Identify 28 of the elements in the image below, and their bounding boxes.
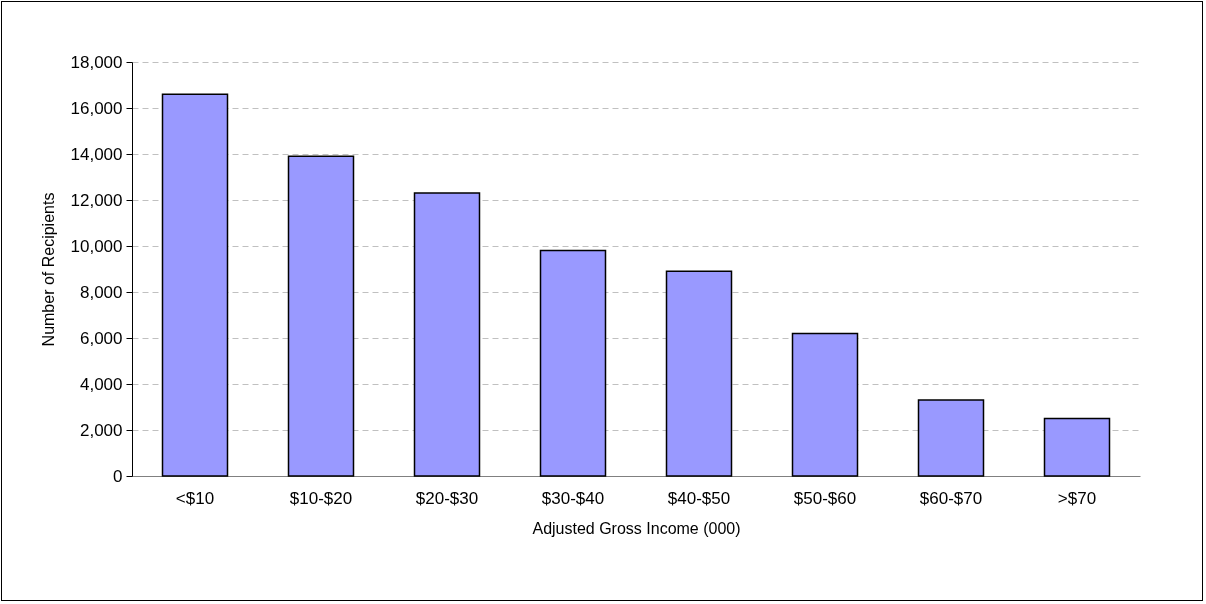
bar (665, 270, 733, 477)
bar (539, 249, 607, 477)
y-tick-label: 8,000 (79, 282, 123, 302)
bar (791, 332, 859, 477)
y-tick-label: 0 (113, 466, 123, 486)
bar (287, 155, 355, 477)
x-tick-label: $60-$70 (919, 488, 983, 508)
bar (161, 93, 229, 477)
x-tick-label: <$10 (175, 488, 215, 508)
y-axis-title: Number of Recipients (39, 192, 57, 347)
y-tick-label: 16,000 (70, 98, 123, 118)
y-tick-label: 10,000 (70, 236, 123, 256)
x-tick-label: $20-$30 (415, 488, 479, 508)
x-tick-label: $30-$40 (541, 488, 605, 508)
y-tick-label: 4,000 (79, 374, 123, 394)
x-tick-label: $10-$20 (289, 488, 353, 508)
bar (917, 399, 985, 477)
x-tick-label: $40-$50 (667, 488, 731, 508)
y-tick-label: 14,000 (70, 144, 123, 164)
y-tick-label: 18,000 (70, 52, 123, 72)
y-tick-label: 2,000 (79, 420, 123, 440)
y-tick-label: 12,000 (70, 190, 123, 210)
x-axis-title: Adjusted Gross Income (000) (532, 519, 741, 537)
x-tick-label: >$70 (1057, 488, 1097, 508)
bar (413, 192, 481, 477)
y-tick-label: 6,000 (79, 328, 123, 348)
x-tick-label: $50-$60 (793, 488, 857, 508)
bar (1043, 417, 1111, 477)
